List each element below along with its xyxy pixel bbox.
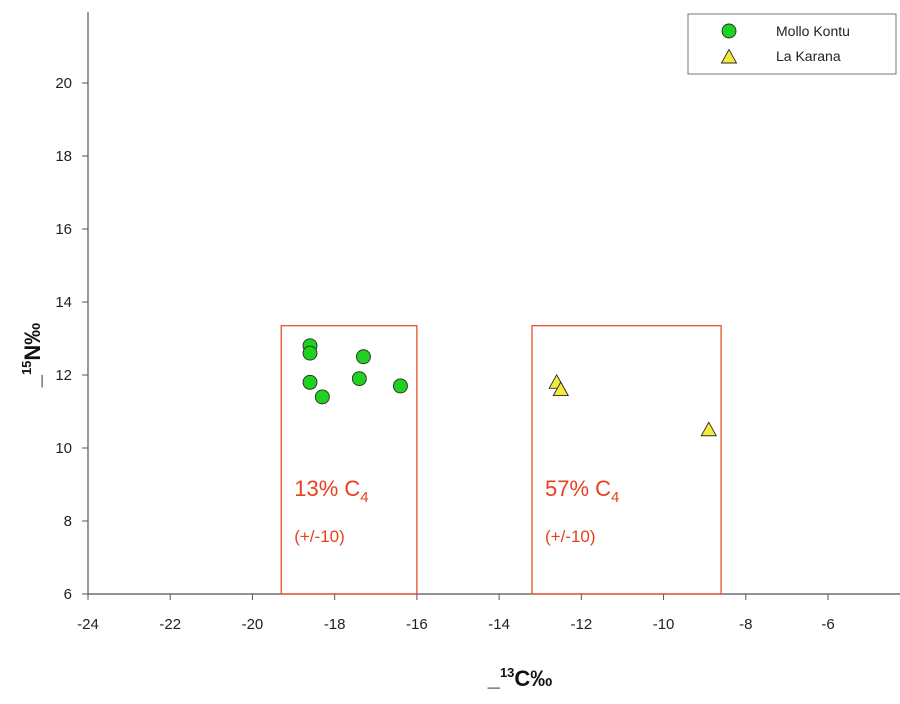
y-tick-label: 10 [55,440,72,457]
x-tick-label: -14 [488,616,510,633]
data-point [302,374,318,390]
x-tick-label: -24 [77,616,99,633]
annotation-label: 57% C4 [545,476,619,506]
legend-item: Mollo Kontu [721,23,850,39]
y-tick-label: 6 [64,586,72,603]
annotation-box [531,325,722,595]
y-tick-label: 14 [55,294,72,311]
x-axis-title-superscript: 13 [500,665,514,680]
x-tick-label: -20 [242,616,264,633]
data-point [355,349,371,365]
x-axis-title-main: C‰ [514,666,552,691]
annotation-label: 13% C4 [294,476,368,506]
y-tick-label: 8 [64,513,72,530]
legend-item: La Karana [720,48,841,64]
x-tick-label: -10 [653,616,675,633]
data-point [351,371,367,387]
annotation-uncertainty: (+/-10) [294,527,345,546]
y-axis-title-main: N‰ [20,323,45,361]
annotation-subscript: 4 [611,489,619,506]
legend-label: La Karana [776,48,841,64]
annotation-box [280,325,418,595]
annotation-percent: 57% C [545,476,611,501]
annotation-subscript: 4 [360,489,368,506]
annotation-percent: 13% C [294,476,360,501]
y-axis-title-prefix: _ [20,374,45,388]
annotation-uncertainty: (+/-10) [545,527,596,546]
data-point [302,345,318,361]
data-point [552,381,570,397]
legend-box [687,13,897,75]
series-mollo-kontu [302,338,408,405]
x-axis-title: _13C‰ [487,665,553,691]
y-tick-label: 18 [55,148,72,165]
x-tick-label: -16 [406,616,428,633]
y-axis-title-superscript: 15 [19,361,34,375]
x-axis-title-prefix: _ [487,666,501,691]
y-axis-title: _15N‰ [19,323,45,389]
x-tick-label: -6 [821,616,834,633]
y-tick-label: 20 [55,75,72,92]
x-tick-label: -8 [739,616,752,633]
data-point [392,378,408,394]
y-tick-label: 12 [55,367,72,384]
x-tick-label: -22 [159,616,181,633]
y-axis-title-group: _15N‰ [19,323,45,389]
legend: Mollo Kontu La Karana [687,13,897,75]
data-point [314,389,330,405]
legend-label: Mollo Kontu [776,23,850,39]
x-tick-label: -12 [570,616,592,633]
legend-marker-circle [721,23,737,39]
data-point [700,421,718,437]
x-tick-label: -18 [324,616,346,633]
y-tick-label: 16 [55,221,72,238]
legend-marker-triangle [720,48,738,64]
series-la-karana [548,373,718,437]
